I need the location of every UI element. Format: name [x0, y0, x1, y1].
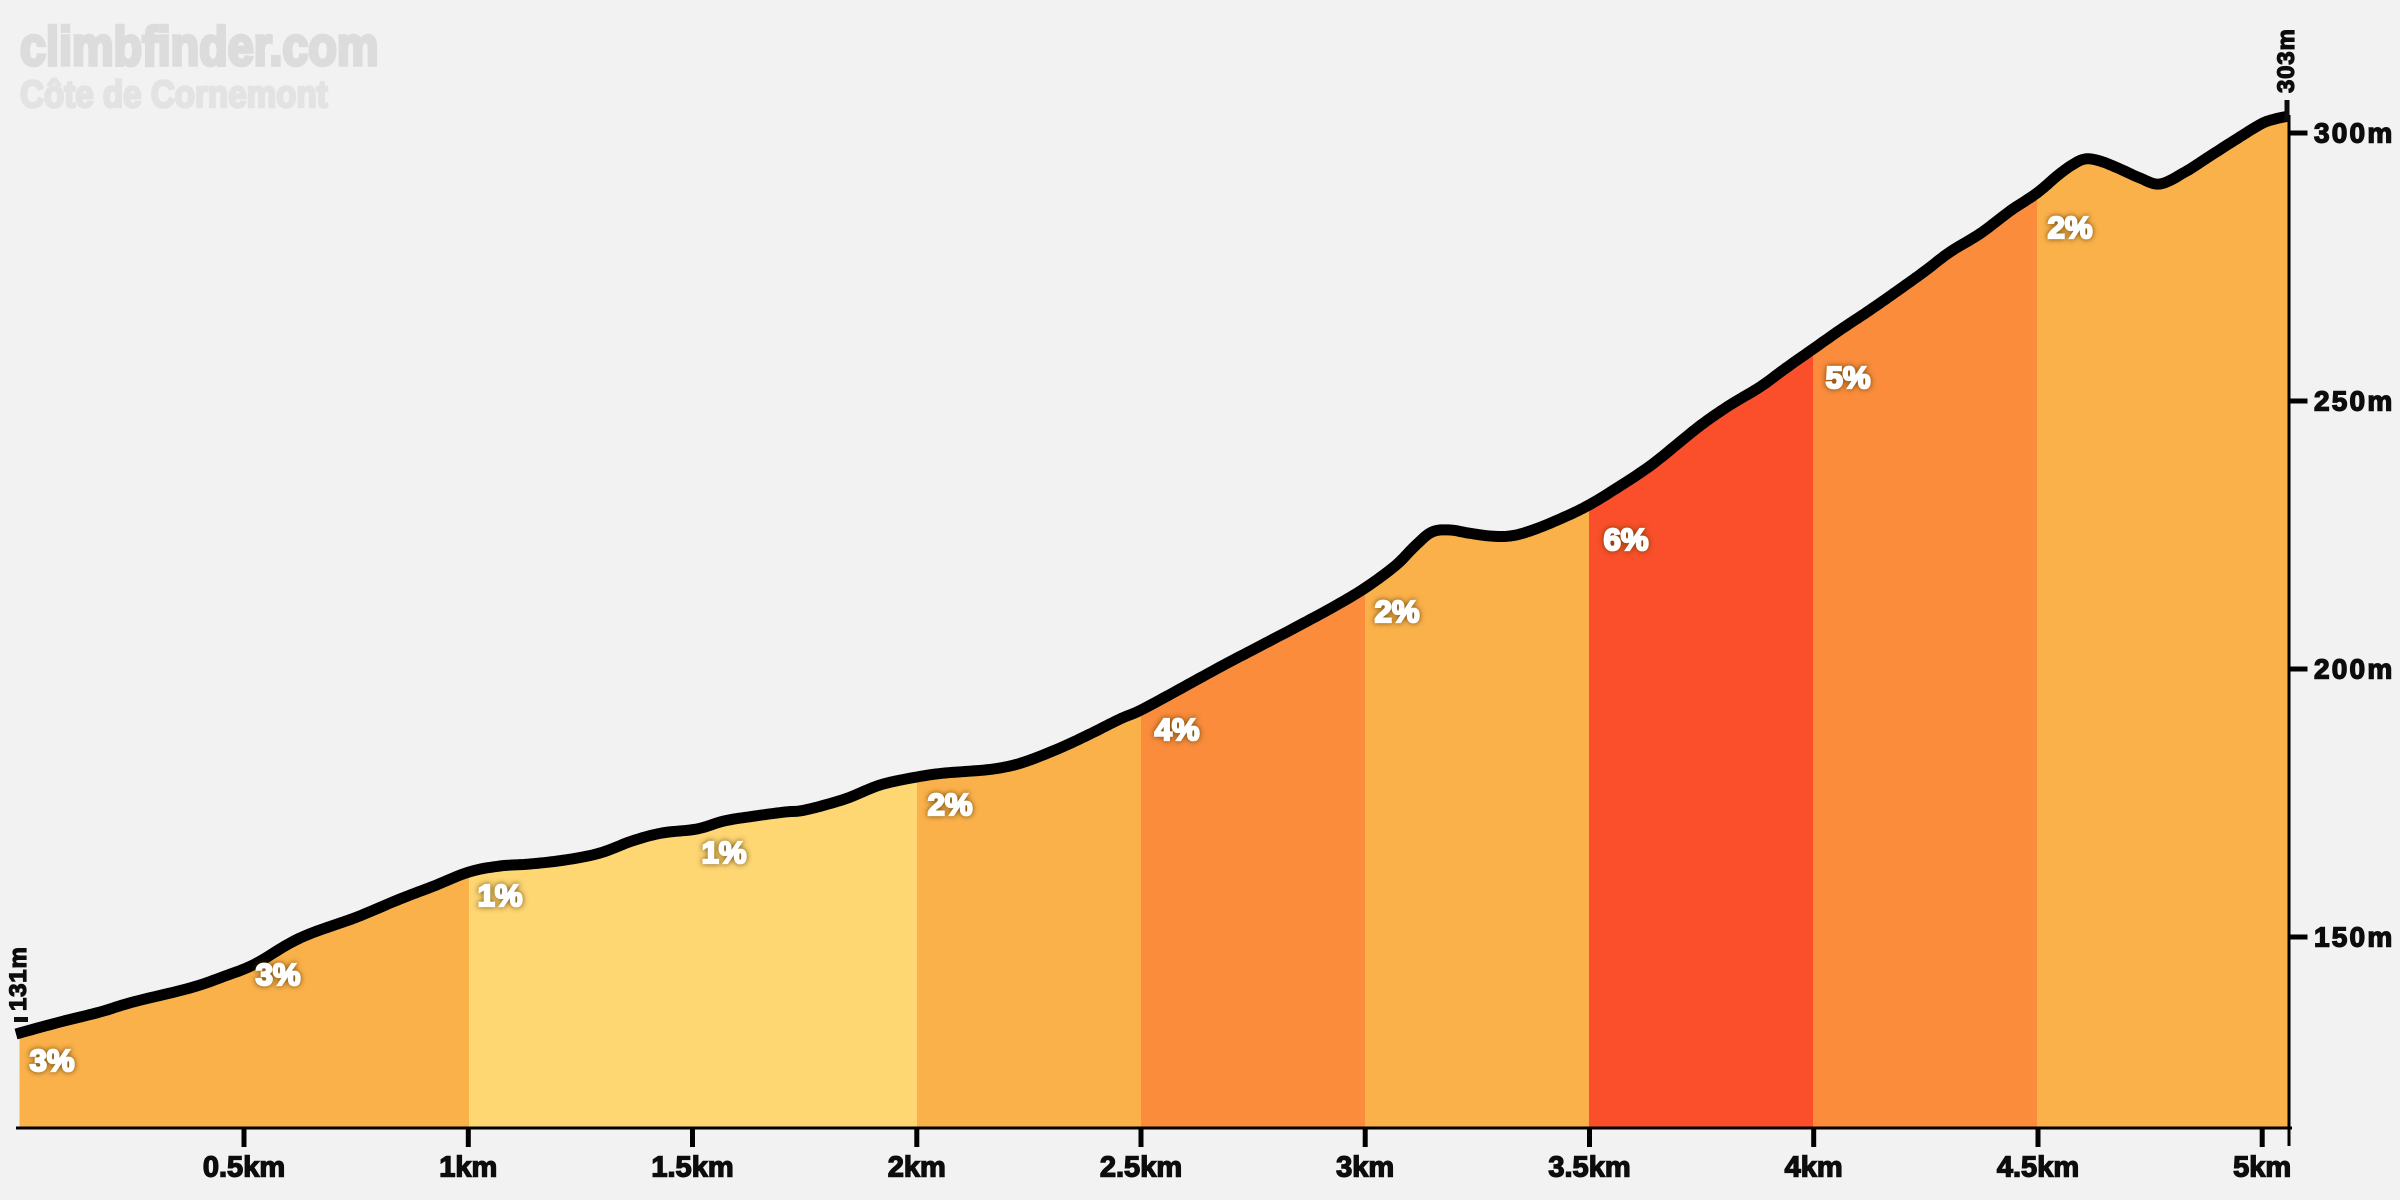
svg-text:2km: 2km: [888, 1152, 946, 1184]
svg-text:1.5km: 1.5km: [651, 1152, 733, 1184]
svg-text:150m: 150m: [2314, 922, 2394, 953]
svg-text:0.5km: 0.5km: [203, 1152, 285, 1184]
svg-text:2%: 2%: [1375, 594, 1420, 629]
svg-text:3.5km: 3.5km: [1548, 1152, 1630, 1184]
svg-text:2%: 2%: [928, 787, 973, 822]
svg-text:2%: 2%: [2048, 210, 2093, 245]
svg-text:1%: 1%: [478, 878, 523, 913]
svg-text:4.5km: 4.5km: [1997, 1152, 2079, 1184]
svg-text:3%: 3%: [30, 1043, 75, 1078]
svg-text:5%: 5%: [1826, 360, 1871, 395]
svg-text:Côte de Cornemont: Côte de Cornemont: [20, 73, 328, 116]
svg-text:250m: 250m: [2314, 386, 2394, 417]
svg-text:2%: 2%: [928, 787, 973, 822]
svg-text:2.5km: 2.5km: [1100, 1152, 1182, 1184]
svg-text:6%: 6%: [1604, 522, 1649, 557]
svg-text:4km: 4km: [1785, 1152, 1843, 1184]
svg-text:2%: 2%: [1375, 594, 1420, 629]
svg-text:3km: 3km: [1336, 1152, 1394, 1184]
svg-text:1%: 1%: [478, 878, 523, 913]
svg-text:5km: 5km: [2233, 1152, 2291, 1184]
svg-text:3%: 3%: [256, 957, 301, 992]
svg-text:5%: 5%: [1826, 360, 1871, 395]
svg-text:300m: 300m: [2314, 118, 2394, 149]
svg-text:303m: 303m: [2273, 28, 2300, 93]
svg-text:4%: 4%: [1155, 712, 1200, 747]
svg-text:6%: 6%: [1604, 522, 1649, 557]
svg-text:2%: 2%: [2048, 210, 2093, 245]
svg-text:climbfinder.com: climbfinder.com: [20, 15, 378, 76]
svg-text:131m: 131m: [5, 946, 32, 1011]
svg-text:1km: 1km: [439, 1152, 497, 1184]
svg-text:3%: 3%: [30, 1043, 75, 1078]
svg-text:200m: 200m: [2314, 654, 2394, 685]
svg-text:3%: 3%: [256, 957, 301, 992]
svg-text:1%: 1%: [702, 835, 747, 870]
svg-text:4%: 4%: [1155, 712, 1200, 747]
svg-text:1%: 1%: [702, 835, 747, 870]
